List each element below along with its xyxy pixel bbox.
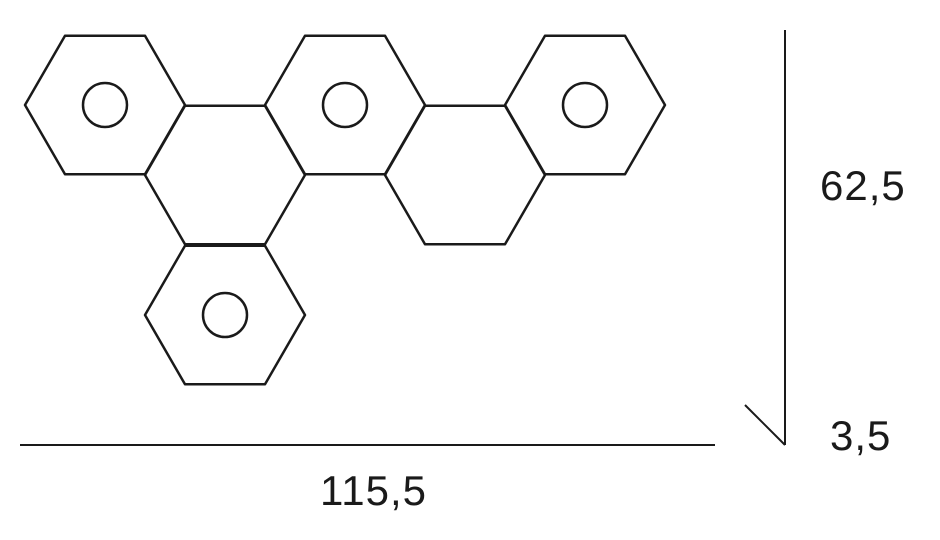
dim-line-depth: [745, 405, 785, 445]
dim-label-depth: 3,5: [830, 412, 891, 459]
hex-tile-5: [145, 246, 305, 385]
dim-label-width: 115,5: [320, 467, 427, 514]
dim-label-height: 62,5: [820, 162, 906, 209]
